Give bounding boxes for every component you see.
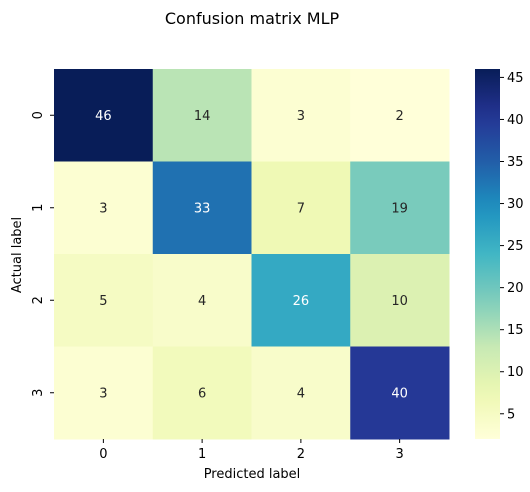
heatmap-cell (152, 69, 252, 162)
cell-value-label: 3 (99, 386, 107, 401)
colorbar-tick-label: 10 (507, 365, 524, 380)
y-tick-label: 3 (31, 389, 46, 397)
colorbar-tick-label: 15 (507, 323, 524, 338)
cell-value-label: 40 (391, 386, 408, 401)
heatmap-cell (152, 254, 252, 347)
colorbar-tick-label: 20 (507, 281, 524, 296)
y-tick-label: 2 (31, 296, 46, 304)
colorbar-tick-label: 25 (507, 239, 524, 254)
x-tick-label: 2 (297, 447, 305, 462)
cell-value-label: 6 (198, 386, 206, 401)
heatmap-cell (54, 346, 154, 440)
heatmap-cell (350, 254, 450, 347)
cell-value-label: 33 (194, 201, 211, 216)
cell-value-label: 5 (99, 294, 107, 309)
y-tick-label: 1 (31, 204, 46, 212)
x-axis-label: Predicted label (204, 467, 301, 482)
x-tick-label: 0 (99, 447, 107, 462)
heatmap-cell (350, 69, 450, 162)
colorbar (475, 69, 500, 439)
cell-value-label: 3 (99, 201, 107, 216)
cell-value-label: 4 (198, 294, 206, 309)
heatmap-cell (350, 161, 450, 255)
colorbar-tick-label: 5 (507, 407, 515, 422)
cell-value-label: 10 (391, 294, 408, 309)
x-tick-label: 3 (395, 447, 403, 462)
heatmap-cell (152, 161, 252, 255)
colorbar-tick-label: 30 (507, 197, 524, 212)
cell-value-label: 46 (95, 109, 112, 124)
heatmap-cell (251, 346, 351, 440)
heatmap-cell (350, 346, 450, 440)
heatmap-cell (251, 69, 351, 162)
cell-value-label: 19 (391, 201, 408, 216)
heatmap-cells: 46 14 3 23 33 7 195 4 26 103 6 4 40 (54, 69, 450, 440)
cell-value-label: 4 (297, 386, 305, 401)
heatmap-cell (152, 346, 252, 440)
cell-value-label: 2 (395, 109, 403, 124)
heatmap-cell (251, 254, 351, 347)
y-axis-label: Actual label (10, 217, 25, 293)
cell-value-label: 7 (297, 201, 305, 216)
x-axis-ticks: 0 1 2 3 (99, 439, 404, 462)
heatmap-cell (54, 161, 154, 255)
cell-value-label: 26 (293, 294, 310, 309)
heatmap-cell (251, 161, 351, 255)
heatmap-cell (54, 69, 154, 162)
chart-title: Confusion matrix MLP (165, 9, 340, 28)
colorbar-tick-label: 40 (507, 113, 524, 128)
y-tick-label: 0 (31, 111, 46, 119)
y-axis-ticks: 0 1 2 3 (31, 111, 54, 397)
colorbar-tick-label: 45 (507, 71, 524, 86)
cell-value-label: 14 (194, 109, 211, 124)
cell-value-label: 3 (297, 109, 305, 124)
x-tick-label: 1 (198, 447, 206, 462)
colorbar-ticks: 5 10 15 20 25 30 35 40 45 (500, 71, 524, 422)
heatmap-cell (54, 254, 154, 347)
colorbar-tick-label: 35 (507, 155, 524, 170)
